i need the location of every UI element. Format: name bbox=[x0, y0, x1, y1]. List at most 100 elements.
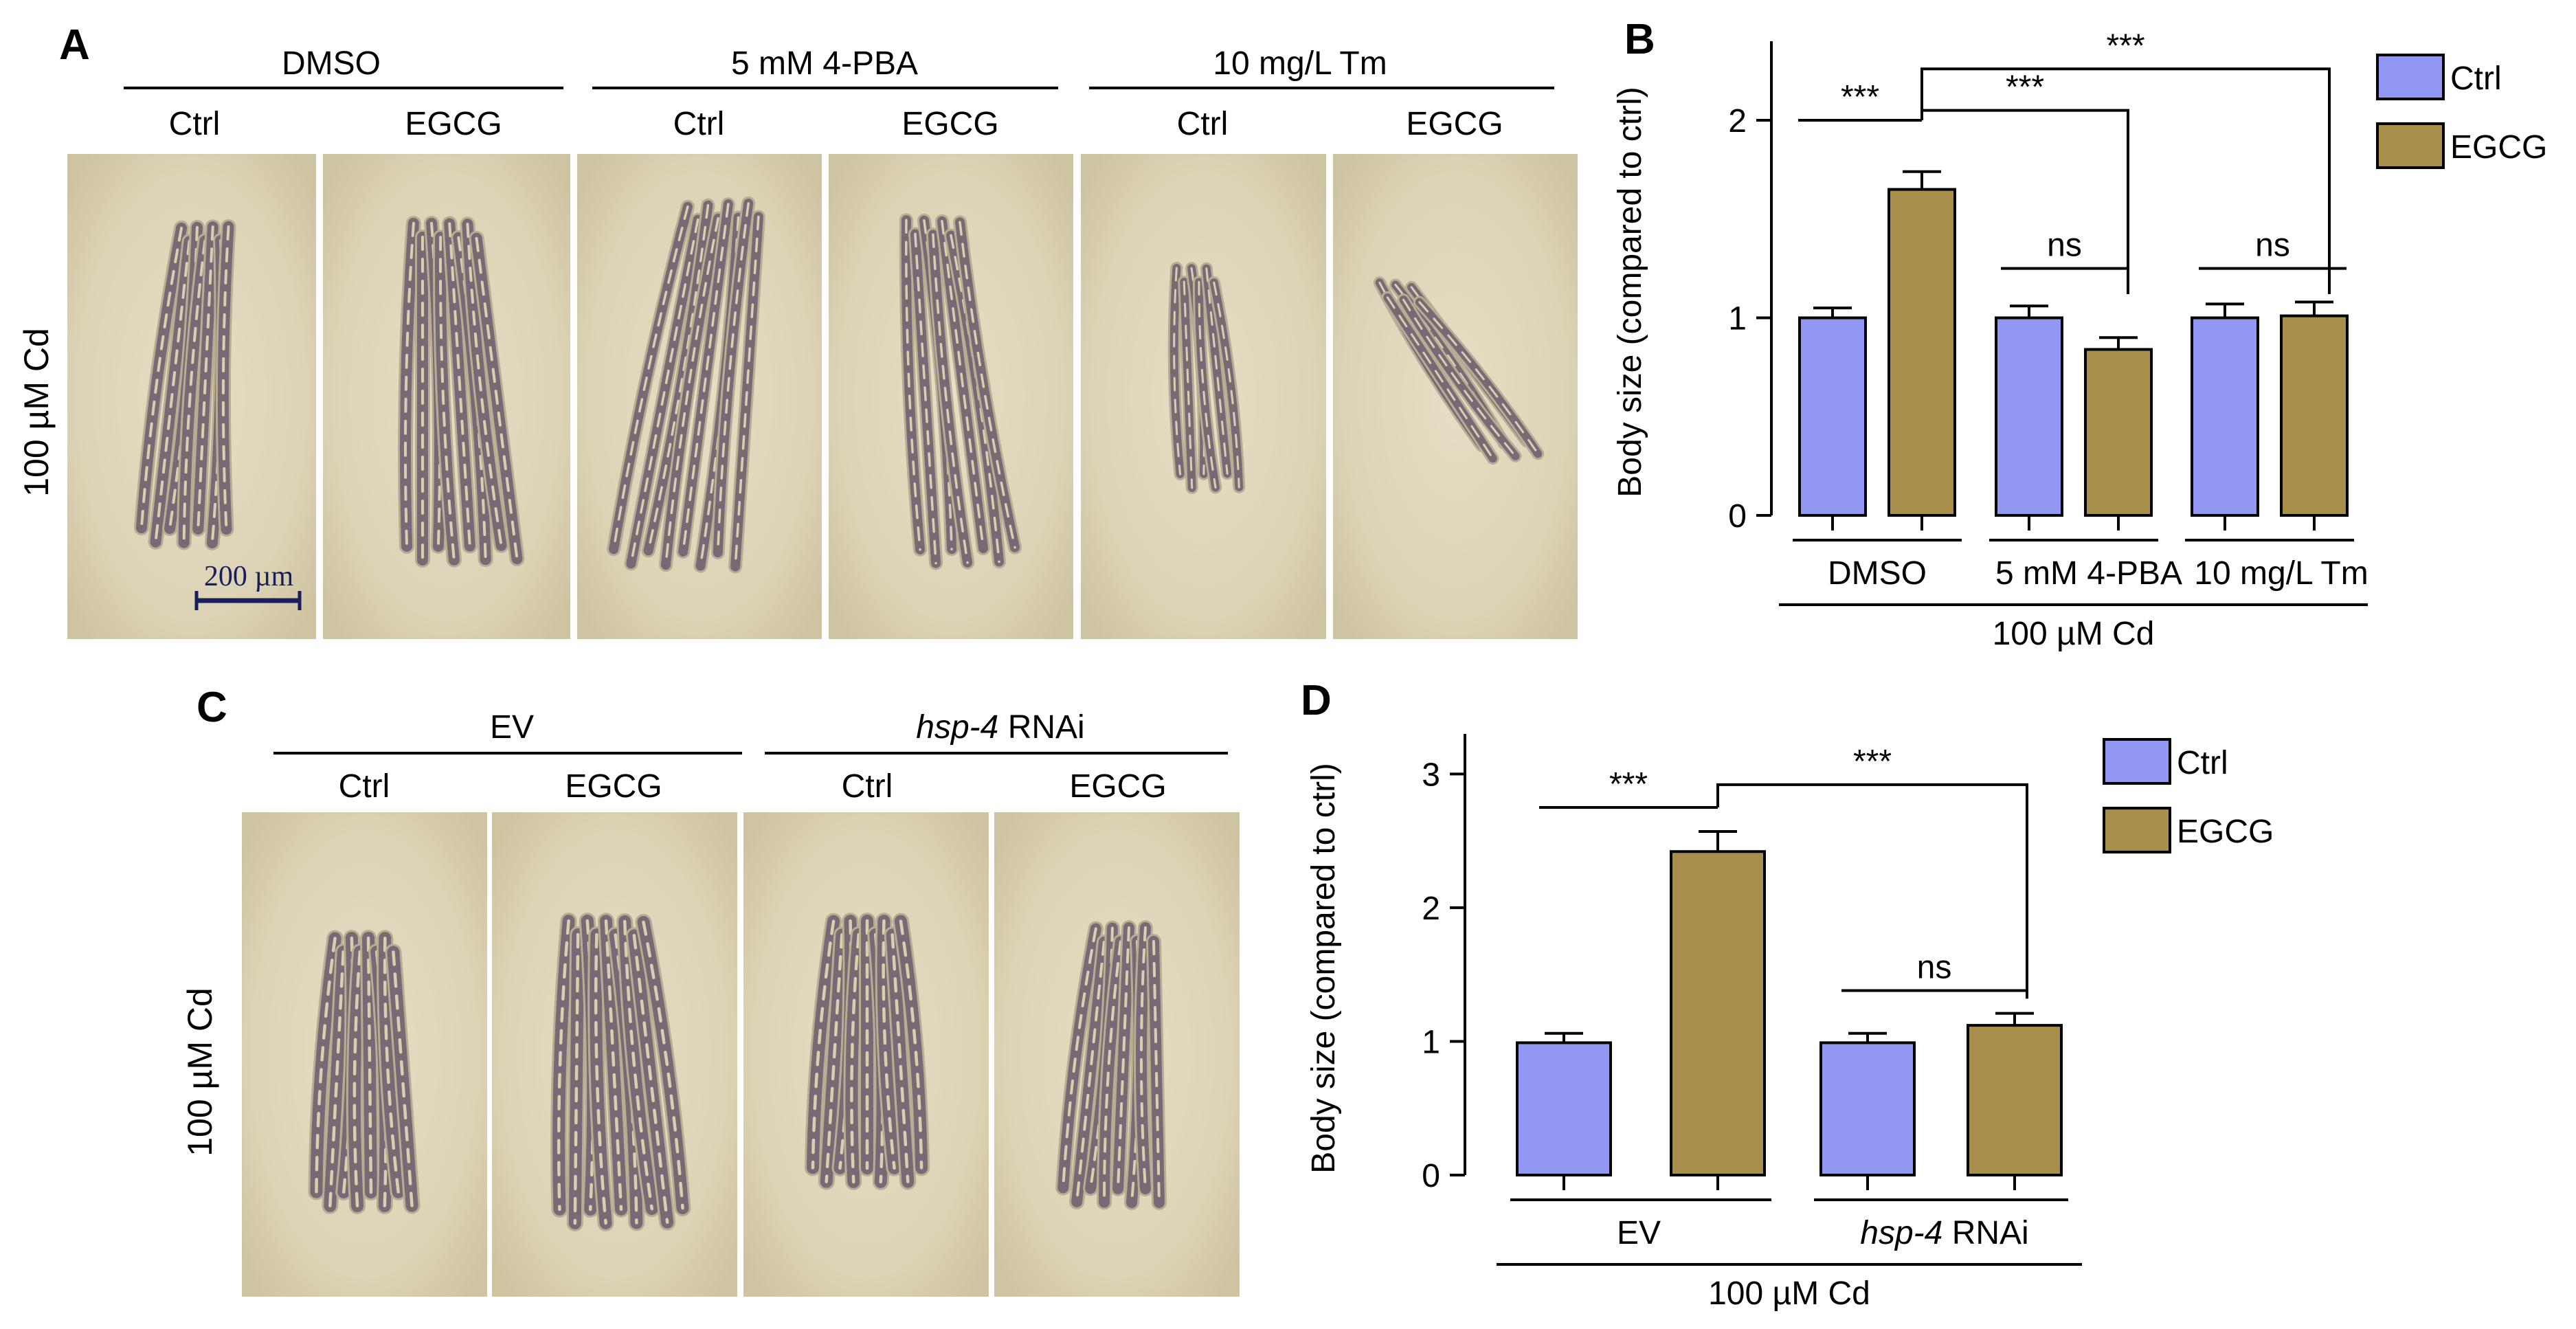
worm-texture bbox=[682, 203, 730, 553]
panel-a: A DMSO 5 mM 4-PBA 10 mg/L Tm Ctrl EGCG C… bbox=[17, 21, 1578, 639]
worm-texture bbox=[905, 219, 921, 551]
worm-texture bbox=[882, 919, 896, 1170]
worm-texture bbox=[328, 950, 345, 1207]
panel-b: B 0 1 2 Body size (compared to ctrl) DMSO 5 m… bbox=[1612, 16, 2547, 652]
bar bbox=[1798, 316, 1867, 517]
worm-texture bbox=[1213, 281, 1240, 489]
worm-texture bbox=[352, 950, 362, 1208]
worm-texture bbox=[914, 232, 937, 565]
panel-c-col-label: Ctrl bbox=[842, 768, 893, 805]
y-tick-label: 1 bbox=[1422, 1024, 1440, 1060]
worm-texture bbox=[1183, 280, 1194, 489]
significance-bracket bbox=[1920, 67, 2331, 294]
significance-label: *** bbox=[1841, 79, 1879, 115]
worm-texture bbox=[404, 222, 415, 548]
worm-texture bbox=[664, 217, 719, 566]
worm bbox=[150, 236, 195, 548]
y-axis-label: Body size (compared to ctrl) bbox=[1306, 763, 1342, 1174]
worm-texture bbox=[604, 919, 623, 1211]
worm-photo bbox=[743, 812, 989, 1297]
worm bbox=[135, 222, 188, 534]
panel-c-letter: C bbox=[197, 684, 227, 731]
legend-swatch bbox=[2103, 807, 2171, 853]
panel-a-group-dmso: DMSO bbox=[282, 45, 381, 82]
y-tick-label: 0 bbox=[1728, 498, 1747, 535]
bar bbox=[1819, 1041, 1916, 1177]
worm-texture bbox=[941, 220, 985, 550]
bar bbox=[2280, 314, 2349, 517]
bar bbox=[2084, 348, 2153, 517]
worm-texture bbox=[315, 937, 337, 1194]
bar bbox=[1670, 850, 1766, 1176]
significance-label: *** bbox=[2006, 69, 2044, 106]
worm-texture bbox=[647, 203, 710, 552]
bar bbox=[1967, 1024, 2063, 1177]
bar bbox=[1888, 188, 1956, 517]
legend-label: Ctrl bbox=[2177, 745, 2228, 781]
x-tick-label: 5 mM 4-PBA bbox=[1995, 555, 2182, 592]
legend-swatch bbox=[2376, 54, 2445, 100]
worm-texture bbox=[594, 932, 607, 1225]
worm-photo bbox=[492, 812, 737, 1297]
worm-texture bbox=[366, 936, 373, 1194]
worm-photo bbox=[577, 154, 822, 639]
worm-texture bbox=[734, 215, 760, 568]
worm-photo bbox=[323, 154, 570, 639]
worm-photo bbox=[994, 812, 1240, 1297]
legend-label: Ctrl bbox=[2450, 60, 2502, 97]
panel-a-col-label: Ctrl bbox=[169, 106, 221, 142]
worm-texture bbox=[629, 218, 699, 566]
worm-texture bbox=[1402, 298, 1516, 458]
x-tick-label: EV bbox=[1617, 1215, 1661, 1251]
panel-a-col-label: EGCG bbox=[1406, 106, 1503, 142]
panel-a-col-label: Ctrl bbox=[673, 106, 725, 142]
significance-label: *** bbox=[1853, 744, 1892, 780]
worm-texture bbox=[642, 920, 684, 1210]
worm-photo bbox=[1081, 154, 1326, 639]
worm-photo bbox=[242, 812, 487, 1297]
panel-a-col-label: Ctrl bbox=[1177, 106, 1229, 142]
worm-texture bbox=[811, 919, 836, 1170]
worm-texture bbox=[438, 236, 456, 561]
significance-bracket bbox=[1716, 783, 2028, 999]
worm-texture bbox=[1418, 301, 1539, 455]
worm bbox=[217, 221, 234, 535]
panel-c-photos bbox=[242, 812, 1240, 1297]
bar bbox=[1995, 316, 2063, 517]
worm-texture bbox=[1386, 296, 1494, 460]
worm-texture bbox=[1152, 940, 1161, 1204]
panel-a-col-label: EGCG bbox=[901, 106, 998, 142]
significance-label: ns bbox=[2047, 227, 2082, 264]
worm-texture bbox=[825, 933, 844, 1183]
worm-texture bbox=[1205, 267, 1229, 475]
worm-photo bbox=[67, 154, 316, 639]
group-label: 100 µM Cd bbox=[1993, 616, 2155, 652]
y-tick-label: 1 bbox=[1728, 301, 1747, 337]
panel-a-letter: A bbox=[59, 21, 90, 69]
worm-texture bbox=[932, 233, 969, 564]
legend-label: EGCG bbox=[2177, 814, 2274, 850]
worm-texture bbox=[557, 919, 570, 1211]
worm-texture bbox=[717, 202, 750, 554]
panel-a-group-tm: 10 mg/L Tm bbox=[1213, 45, 1387, 82]
worm bbox=[348, 946, 366, 1212]
scale-bar-label: 200 µm bbox=[204, 561, 294, 592]
significance-bracket bbox=[1920, 109, 2129, 294]
worm-texture bbox=[475, 236, 519, 561]
panel-d-letter: D bbox=[1301, 677, 1332, 724]
worm-texture bbox=[1103, 940, 1122, 1204]
panel-a-photos bbox=[67, 154, 1578, 639]
worm-texture bbox=[448, 222, 471, 548]
significance-label: *** bbox=[1609, 766, 1648, 803]
y-tick-label: 0 bbox=[1422, 1158, 1440, 1194]
chart-b: 0 1 2 Body size (compared to ctrl) DMSO 5 mM … bbox=[1612, 27, 2547, 652]
chart-d: 0 1 2 3 Body size (compared to ctrl) EV hsp-4 … bbox=[1306, 734, 2274, 1312]
worm-photo bbox=[829, 154, 1073, 639]
significance-label: ns bbox=[2255, 227, 2290, 264]
worm-texture bbox=[899, 919, 923, 1170]
legend-label: EGCG bbox=[2450, 129, 2547, 166]
worm-texture bbox=[1117, 926, 1130, 1190]
bar bbox=[1516, 1041, 1612, 1177]
worm bbox=[178, 235, 211, 548]
significance-label: *** bbox=[2106, 27, 2144, 64]
